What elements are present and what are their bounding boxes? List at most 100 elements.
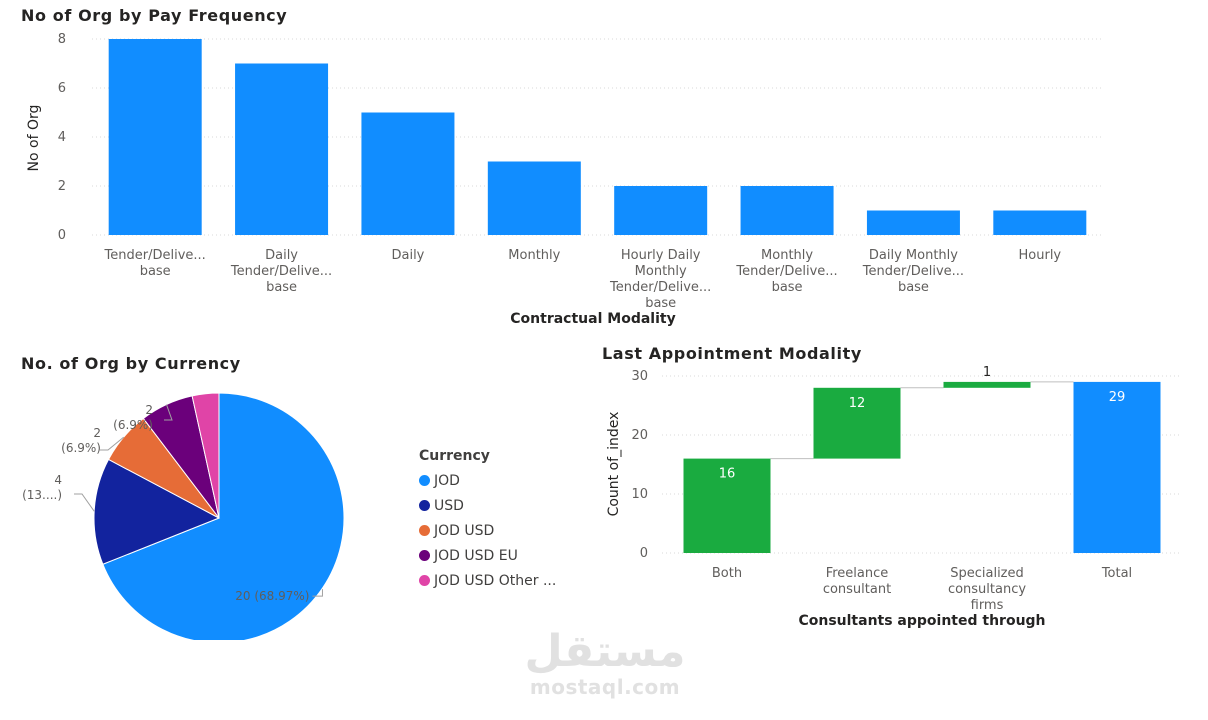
- legend-item[interactable]: JOD: [419, 468, 556, 493]
- legend-dot-icon: [419, 575, 430, 586]
- x-tick-label-line: Tender/Delive...: [230, 264, 332, 279]
- x-axis-title: Contractual Modality: [510, 311, 675, 327]
- x-tick-label-line: consultancy: [948, 582, 1026, 597]
- y-tick-label: 0: [58, 228, 66, 243]
- y-tick-label: 20: [631, 428, 648, 443]
- data-label-line: 4: [54, 473, 62, 487]
- leader-line: [164, 404, 173, 421]
- y-axis-title: Count of_index: [606, 412, 622, 517]
- x-tick-label-line: Tender/Delive...: [735, 264, 837, 279]
- legend-label: USD: [434, 497, 464, 514]
- x-tick-label-line: Monthly: [508, 248, 560, 263]
- data-label: 12: [849, 396, 866, 411]
- x-tick-label-line: Specialized: [950, 566, 1024, 581]
- legend-label: JOD: [434, 472, 460, 489]
- x-tick-label-line: base: [645, 296, 676, 311]
- x-tick-label-line: base: [266, 280, 297, 295]
- legend-label: JOD USD: [434, 522, 495, 539]
- bar: [235, 63, 329, 235]
- pie-legend: Currency JOD USD JOD USD JOD USD EU JOD USD …: [419, 448, 556, 593]
- y-tick-label: 6: [58, 81, 66, 96]
- bar: [487, 161, 581, 235]
- leader-line: [312, 589, 323, 597]
- x-tick-label-line: Tender/Delive...: [862, 264, 964, 279]
- x-tick-label-line: Tender/Delive...: [609, 280, 711, 295]
- y-tick-label: 30: [631, 369, 648, 384]
- x-tick-label: Monthly: [508, 248, 560, 263]
- legend-dot-icon: [419, 475, 430, 486]
- leader-line: [100, 436, 125, 451]
- data-label: 16: [719, 467, 736, 482]
- y-tick-label: 4: [58, 130, 66, 145]
- x-tick-label-line: base: [898, 280, 929, 295]
- y-tick-label: 2: [58, 179, 66, 194]
- x-tick-label: Freelance consultant: [823, 566, 891, 597]
- x-tick-label-line: Tender/Delive...: [104, 248, 206, 263]
- pie-chart: 20 (68.97%)4 (13....)2 (6.9%)2 (6.9%): [22, 392, 345, 640]
- legend-title: Currency: [419, 448, 490, 464]
- leader-line: [74, 493, 95, 512]
- x-tick-label-line: firms: [971, 598, 1004, 613]
- waterfall-bar: [943, 381, 1031, 388]
- x-tick-label: Both: [712, 566, 742, 581]
- x-tick-label: Daily Tender/Delive... base: [230, 248, 332, 295]
- x-axis-title: Consultants appointed through: [798, 613, 1045, 629]
- bar: [361, 112, 455, 235]
- legend-item[interactable]: JOD USD: [419, 518, 556, 543]
- x-tick-label-line: Monthly: [761, 248, 813, 263]
- bar-chart-title: No of Org by Pay Frequency: [21, 6, 288, 25]
- legend-label: JOD USD Other ...: [434, 572, 557, 589]
- bar: [614, 186, 708, 235]
- x-tick-label: Hourly: [1019, 248, 1062, 263]
- watermark-logo: مستقل mostaql.com: [500, 626, 710, 699]
- x-tick-label-line: Hourly Daily: [621, 248, 701, 263]
- x-tick-label: Daily Monthly Tender/Delive... base: [862, 248, 964, 295]
- x-tick-label-line: Hourly: [1019, 248, 1062, 263]
- data-label-line: (6.9%): [113, 418, 153, 432]
- legend-item[interactable]: JOD USD Other ...: [419, 568, 556, 593]
- x-tick-label-line: base: [772, 280, 803, 295]
- x-tick-label-line: consultant: [823, 582, 891, 597]
- y-tick-label: 8: [58, 32, 66, 47]
- x-tick-label: Monthly Tender/Delive... base: [735, 248, 837, 295]
- waterfall-bar: [1073, 381, 1161, 553]
- waterfall-bar: [683, 458, 771, 553]
- x-tick-label-line: Total: [1101, 566, 1132, 581]
- bar: [993, 210, 1087, 235]
- data-label: 29: [1109, 390, 1126, 405]
- legend-item[interactable]: USD: [419, 493, 556, 518]
- y-tick-label: 10: [631, 487, 648, 502]
- x-tick-label-line: base: [140, 264, 171, 279]
- y-axis-title: No of Org: [26, 105, 42, 172]
- x-tick-label-line: Daily: [391, 248, 424, 263]
- legend-dot-icon: [419, 525, 430, 536]
- x-tick-label: Specialized consultancy firms: [948, 566, 1026, 613]
- data-label: 1: [983, 365, 991, 380]
- x-tick-label-line: Daily: [265, 248, 298, 263]
- watermark-arabic: مستقل: [524, 626, 686, 677]
- x-tick-label-line: Monthly: [635, 264, 687, 279]
- legend-dot-icon: [419, 550, 430, 561]
- waterfall-chart: 0 10 20 30 16 Both 12 Freelance consultant 1 Speci…: [606, 365, 1182, 629]
- x-tick-label: Hourly Daily Monthly Tender/Delive... base: [609, 248, 711, 311]
- x-tick-label: Tender/Delive... base: [104, 248, 206, 279]
- pie-slice: [102, 392, 345, 640]
- pie-slice: [191, 392, 220, 519]
- data-label: 4 (13....): [22, 473, 62, 502]
- x-tick-label-line: Both: [712, 566, 742, 581]
- data-label-line: 2: [93, 426, 101, 440]
- data-label: 2 (6.9%): [61, 426, 101, 455]
- pie-chart-title: No. of Org by Currency: [21, 354, 241, 373]
- data-label-line: (6.9%): [61, 441, 101, 455]
- x-tick-label: Daily: [391, 248, 424, 263]
- data-label-line: 2: [145, 403, 153, 417]
- x-tick-label-line: Freelance: [826, 566, 889, 581]
- waterfall-bar: [813, 387, 901, 459]
- y-tick-label: 0: [640, 546, 648, 561]
- x-tick-label: Total: [1101, 566, 1132, 581]
- waterfall-chart-title: Last Appointment Modality: [602, 344, 862, 363]
- legend-item[interactable]: JOD USD EU: [419, 543, 556, 568]
- legend-label: JOD USD EU: [434, 547, 518, 564]
- bar: [108, 39, 202, 235]
